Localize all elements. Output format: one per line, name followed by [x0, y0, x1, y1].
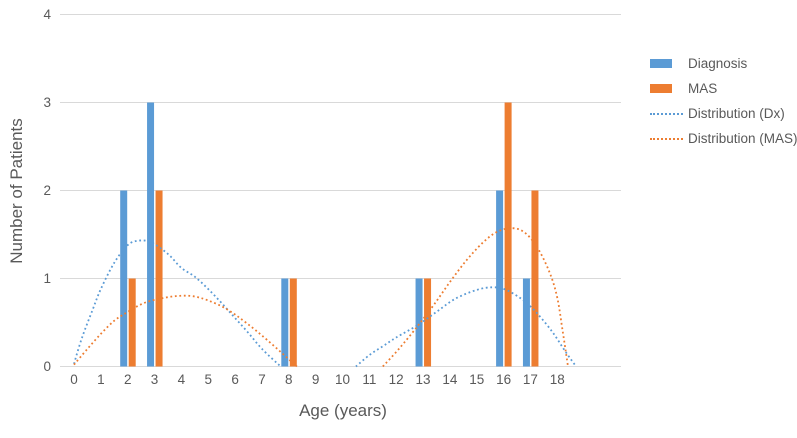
bar-mas-age-16 [504, 102, 512, 367]
bar-mas-age-3 [155, 190, 163, 367]
legend-label-diagnosis: Diagnosis [688, 56, 748, 71]
bar-diagnosis-age-16 [496, 190, 504, 367]
x-tick-label: 0 [70, 372, 78, 387]
legend-swatch-box [650, 84, 686, 93]
legend-item-distribution-mas: Distribution (MAS) [650, 126, 797, 151]
x-tick-label: 12 [389, 372, 404, 387]
bar-diagnosis-age-13 [415, 278, 423, 367]
legend-item-diagnosis: Diagnosis [650, 51, 797, 76]
legend-swatch-box [650, 59, 686, 68]
mas-swatch-icon [650, 84, 672, 93]
x-tick-label: 10 [335, 372, 350, 387]
x-tick-label: 8 [285, 372, 293, 387]
distribution-mas-swatch-icon [650, 137, 683, 140]
curve-distribution-dx--segment-1 [73, 239, 282, 368]
y-tick-label: 1 [43, 271, 51, 286]
x-tick-label: 6 [231, 372, 239, 387]
curve-distribution-dx--segment-2 [355, 286, 577, 368]
diagnosis-swatch-icon [650, 59, 672, 68]
x-tick-label: 1 [97, 372, 105, 387]
x-tick-label: 7 [258, 372, 266, 387]
y-axis-title: Number of Patients [7, 118, 26, 264]
bar-diagnosis-age-8 [281, 278, 289, 367]
legend-item-mas: MAS [650, 76, 797, 101]
bar-mas-age-13 [424, 278, 432, 367]
x-tick-label: 15 [469, 372, 484, 387]
curve-distribution-mas--segment-1 [73, 294, 298, 368]
x-tick-label: 11 [362, 372, 376, 387]
y-tick-label: 2 [43, 183, 51, 198]
x-tick-label: 3 [151, 372, 159, 387]
x-tick-label: 5 [204, 372, 212, 387]
distribution-dx-swatch-icon [650, 112, 683, 115]
legend-label-distribution-mas: Distribution (MAS) [688, 131, 797, 146]
legend-swatch-box [650, 137, 686, 140]
y-tick-label: 0 [43, 359, 51, 374]
x-tick-label: 14 [442, 372, 458, 387]
bar-mas-age-17 [531, 190, 539, 367]
x-tick-label: 13 [416, 372, 431, 387]
legend-label-mas: MAS [688, 81, 718, 96]
y-tick-label: 3 [43, 95, 51, 110]
x-tick-label: 9 [312, 372, 320, 387]
legend-item-distribution-dx: Distribution (Dx) [650, 101, 797, 126]
curve-distribution-mas--segment-2 [382, 227, 569, 368]
bar-diagnosis-age-3 [147, 102, 155, 367]
bar-mas-age-2 [128, 278, 136, 367]
x-axis-title: Age (years) [299, 401, 387, 420]
x-tick-label: 17 [523, 372, 538, 387]
bar-mas-age-8 [289, 278, 297, 367]
x-tick-label: 2 [124, 372, 132, 387]
x-tick-label: 18 [550, 372, 565, 387]
bar-diagnosis-age-17 [522, 278, 530, 367]
bar-diagnosis-age-2 [120, 190, 128, 367]
x-tick-label: 4 [178, 372, 186, 387]
legend: Diagnosis MAS Distribution (Dx) Distribu… [650, 51, 797, 151]
legend-label-distribution-dx: Distribution (Dx) [688, 106, 785, 121]
x-tick-label: 16 [496, 372, 511, 387]
y-tick-label: 4 [43, 7, 51, 22]
legend-swatch-box [650, 112, 686, 115]
